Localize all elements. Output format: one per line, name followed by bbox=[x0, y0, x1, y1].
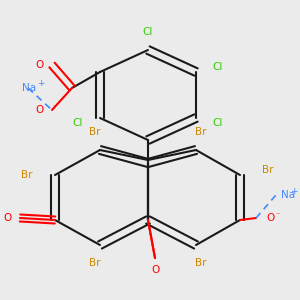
Text: O: O bbox=[266, 213, 274, 223]
Text: Br: Br bbox=[195, 127, 207, 137]
Text: O: O bbox=[4, 213, 12, 223]
Text: Br: Br bbox=[89, 127, 101, 137]
Text: Na: Na bbox=[22, 83, 36, 93]
Text: Cl: Cl bbox=[213, 62, 223, 72]
Text: Br: Br bbox=[195, 258, 207, 268]
Text: Cl: Cl bbox=[143, 27, 153, 37]
Text: O: O bbox=[36, 60, 44, 70]
Text: O: O bbox=[151, 265, 159, 275]
Text: ⁻: ⁻ bbox=[53, 103, 57, 112]
Text: Cl: Cl bbox=[73, 118, 83, 128]
Text: Br: Br bbox=[22, 170, 33, 180]
Text: Na: Na bbox=[281, 190, 295, 200]
Text: Br: Br bbox=[89, 258, 101, 268]
Text: O: O bbox=[36, 105, 44, 115]
Text: ⁻: ⁻ bbox=[276, 211, 280, 220]
Text: +: + bbox=[290, 187, 298, 196]
Text: Br: Br bbox=[262, 165, 274, 175]
Text: +: + bbox=[37, 80, 45, 88]
Text: Cl: Cl bbox=[213, 118, 223, 128]
